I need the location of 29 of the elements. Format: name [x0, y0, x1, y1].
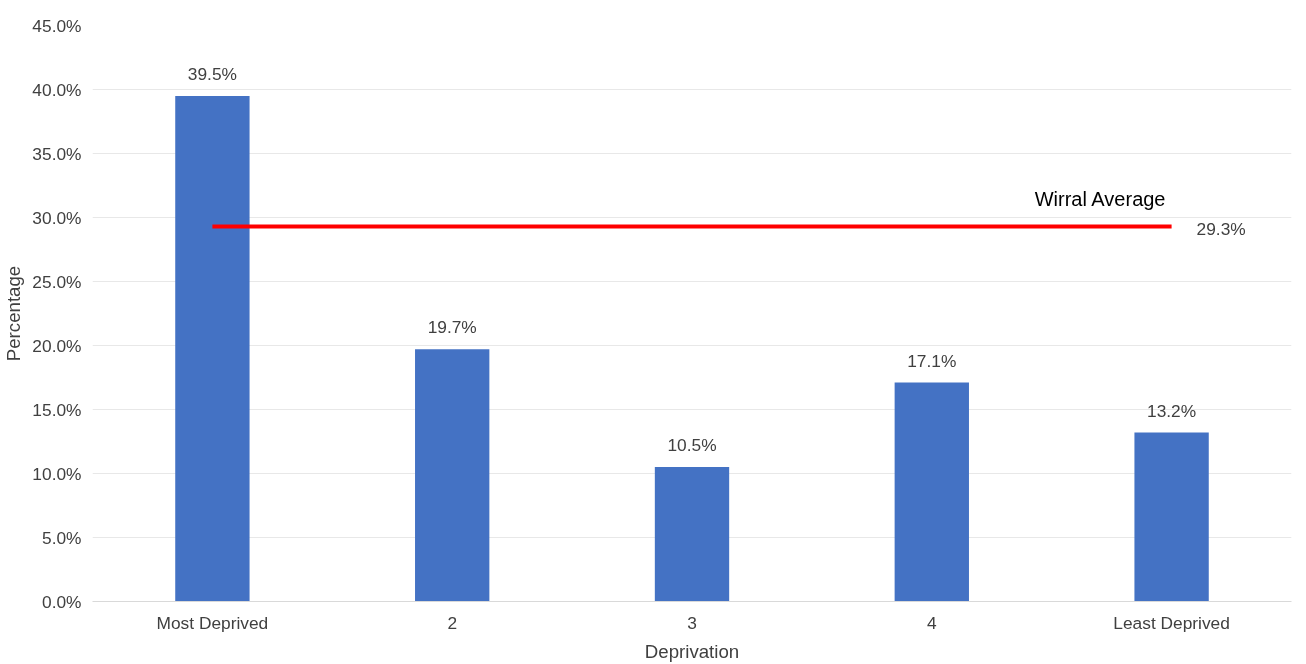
y-tick-label: 5.0% — [42, 527, 82, 548]
x-axis-title: Deprivation — [644, 640, 740, 662]
x-tick-label: 2 — [447, 612, 458, 633]
bar — [415, 349, 490, 602]
data-label: 10.5% — [667, 435, 717, 456]
x-tick-label: 3 — [687, 612, 697, 633]
data-label: 13.2% — [1147, 400, 1197, 421]
y-tick-label: 45.0% — [32, 15, 82, 36]
x-tick-label: 4 — [926, 612, 937, 633]
y-tick-label: 15.0% — [32, 399, 82, 420]
y-tick-label: 30.0% — [32, 207, 82, 228]
annotation: 29.3% — [1196, 219, 1246, 240]
y-tick-label: 25.0% — [32, 271, 82, 292]
y-tick-label: 10.0% — [32, 463, 82, 484]
data-label: 17.1% — [907, 350, 957, 371]
y-tick-label: 40.0% — [32, 79, 82, 100]
bar — [894, 382, 969, 602]
bar — [1134, 432, 1209, 602]
ref-line-label: Wirral Average — [1034, 188, 1166, 211]
x-tick-label: Least Deprived — [1113, 612, 1230, 633]
y-axis-title: Percentage — [3, 265, 25, 362]
bar — [175, 95, 250, 602]
x-tick-label: Most Deprived — [156, 612, 269, 633]
y-tick-label: 20.0% — [32, 335, 82, 356]
y-tick-label: 0.0% — [42, 591, 82, 612]
data-label: 19.7% — [427, 317, 477, 338]
y-tick-label: 35.0% — [32, 143, 82, 164]
data-label: 39.5% — [187, 63, 237, 84]
bar — [654, 467, 730, 602]
